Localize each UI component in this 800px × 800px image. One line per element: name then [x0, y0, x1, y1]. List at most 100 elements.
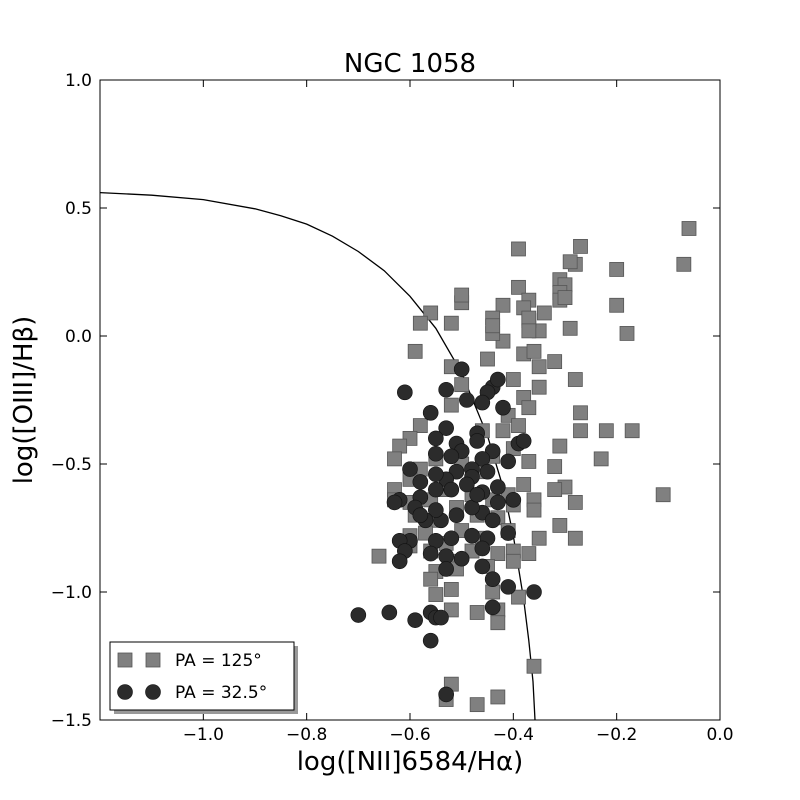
square-point — [521, 400, 537, 416]
square-point — [573, 405, 588, 421]
circle-point — [428, 481, 444, 498]
circle-point — [386, 494, 403, 511]
circle-point — [428, 445, 444, 462]
circle-point — [515, 433, 532, 449]
circle-point — [443, 448, 460, 465]
square-point — [495, 297, 511, 313]
circle-point — [479, 463, 496, 480]
square-point — [593, 451, 609, 467]
square-point — [423, 571, 439, 587]
y-tick-label: 0.5 — [65, 199, 92, 219]
square-point — [516, 477, 532, 492]
legend-marker-circle — [145, 684, 161, 700]
square-point — [443, 397, 459, 413]
square-point — [469, 605, 485, 620]
circle-point — [500, 453, 516, 470]
square-point — [454, 377, 470, 393]
square-point — [511, 418, 526, 434]
circle-point — [459, 392, 475, 408]
circle-point — [438, 686, 454, 703]
square-point — [443, 602, 459, 618]
square-point — [609, 297, 625, 313]
legend-marker-square — [145, 652, 161, 668]
square-point — [511, 241, 526, 257]
square-point — [412, 418, 428, 434]
square-point — [619, 326, 635, 341]
square-point — [521, 323, 537, 339]
circle-point — [474, 558, 491, 575]
circle-point — [484, 512, 501, 529]
circle-point — [453, 550, 470, 567]
circle-point — [474, 540, 491, 557]
square-point — [505, 372, 521, 387]
square-point — [531, 379, 547, 395]
circle-point — [412, 474, 429, 490]
square-point — [681, 221, 697, 236]
circle-point — [448, 507, 465, 524]
square-point — [469, 697, 485, 713]
circle-point — [407, 612, 423, 628]
circle-point — [428, 466, 444, 483]
square-point — [562, 320, 578, 336]
legend-marker-circle — [117, 684, 133, 700]
circle-point — [484, 599, 501, 616]
circle-point — [350, 607, 367, 623]
circle-point — [464, 527, 480, 544]
circle-point — [391, 553, 408, 570]
x-tick-label: −0.4 — [493, 725, 534, 745]
legend-label: PA = 125° — [175, 651, 262, 671]
square-point — [412, 315, 428, 331]
square-point — [552, 438, 568, 454]
x-axis-label: log([NII]6584/Hα) — [297, 747, 524, 777]
square-point — [454, 287, 470, 303]
legend-marker-square — [117, 652, 133, 668]
data-points-group — [350, 221, 697, 713]
square-point — [567, 372, 583, 387]
circle-point — [469, 486, 485, 503]
circle-point — [381, 604, 398, 621]
circle-point — [422, 632, 439, 649]
square-point — [536, 305, 552, 321]
square-point — [521, 310, 537, 326]
square-point — [567, 530, 583, 546]
circle-point — [490, 479, 506, 495]
y-tick-label: 0.0 — [65, 327, 92, 347]
square-point — [676, 256, 692, 272]
square-point — [547, 482, 563, 498]
legend-label: PA = 32.5° — [175, 683, 267, 703]
square-point — [531, 359, 547, 375]
square-point — [552, 518, 568, 533]
square-point — [490, 546, 506, 561]
legend: PA = 125° PA = 32.5° — [109, 641, 298, 714]
square-point — [371, 548, 387, 564]
x-tick-label: −1.0 — [183, 725, 224, 745]
y-tick-label: −1.0 — [51, 583, 92, 603]
square-point — [511, 279, 526, 295]
circle-point — [490, 371, 506, 388]
circle-point — [443, 481, 460, 498]
circle-point — [469, 433, 485, 449]
circle-point — [500, 579, 516, 595]
square-point — [567, 494, 583, 510]
circle-point — [412, 507, 429, 524]
circle-point — [526, 584, 542, 600]
square-point — [392, 438, 408, 454]
circle-point — [474, 394, 491, 411]
square-point — [562, 254, 578, 270]
axis-ticks-group: −1.0 −0.8 −0.6 −0.4 −0.2 0.0 1.0 0.5 0.0 −0.5 −1.0… — [51, 71, 734, 745]
square-point — [387, 451, 402, 467]
square-point — [490, 615, 506, 631]
circle-point — [438, 381, 454, 398]
square-point — [490, 689, 506, 705]
square-point — [505, 553, 521, 569]
circle-point — [484, 571, 501, 588]
y-axis-label: log([OIII]/Hβ) — [9, 316, 39, 485]
square-point — [428, 587, 444, 602]
square-point — [609, 262, 625, 277]
square-point — [521, 454, 537, 469]
square-point — [443, 582, 459, 597]
circle-point — [495, 399, 511, 416]
circle-point — [438, 420, 454, 436]
circle-point — [505, 492, 522, 508]
square-point — [526, 502, 542, 518]
